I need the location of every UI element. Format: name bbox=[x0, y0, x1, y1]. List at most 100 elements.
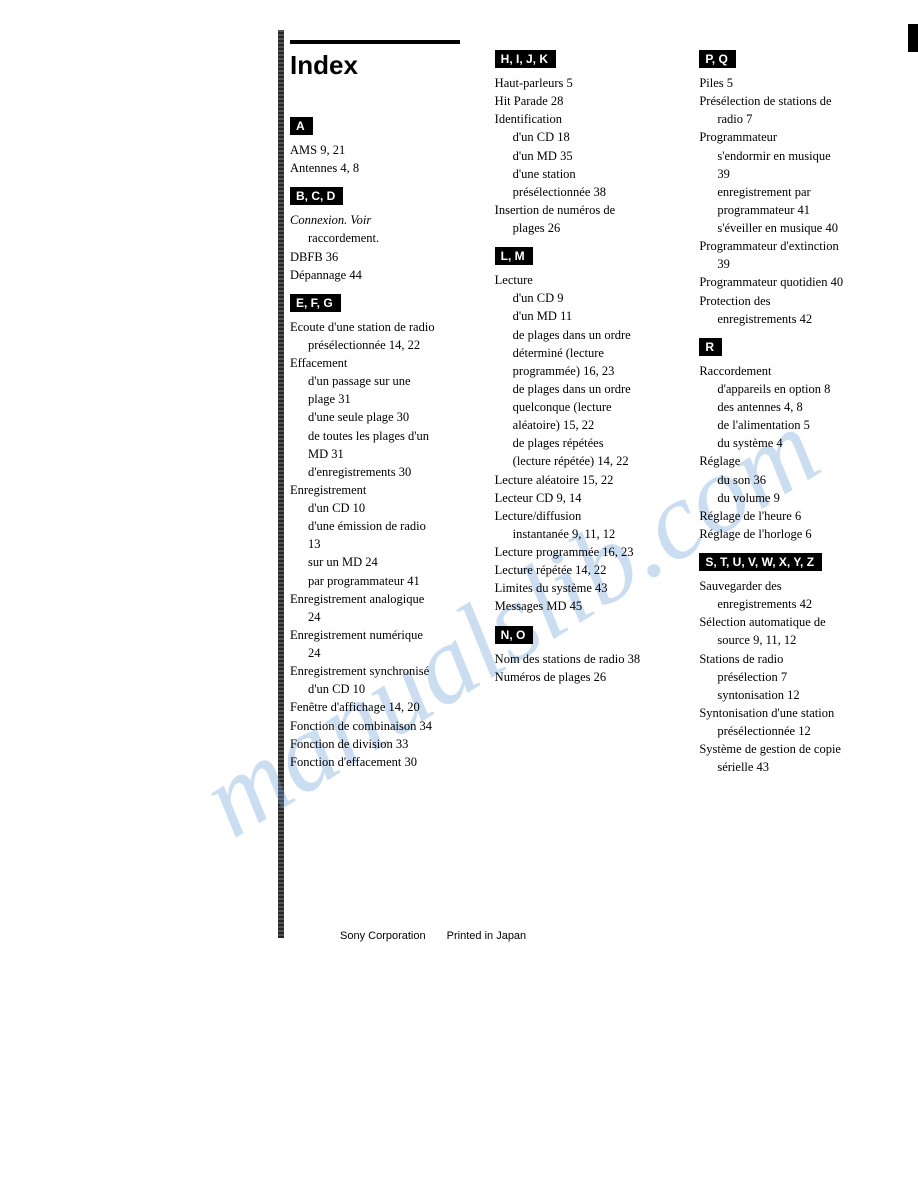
index-subentry: présélectionnée 14, 22 bbox=[290, 336, 473, 354]
section-HIJK: H, I, J, K Haut-parleurs 5 Hit Parade 28… bbox=[495, 40, 678, 237]
index-entry: Stations de radio bbox=[699, 650, 882, 668]
index-subentry: d'une émission de radio bbox=[290, 517, 473, 535]
index-subentry: 39 bbox=[699, 165, 882, 183]
index-subentry: du volume 9 bbox=[699, 489, 882, 507]
index-columns: Index A AMS 9, 21 Antennes 4, 8 B, C, D … bbox=[290, 40, 882, 776]
entries-NO: Nom des stations de radio 38 Numéros de … bbox=[495, 650, 678, 686]
index-entry: Antennes 4, 8 bbox=[290, 159, 473, 177]
index-subentry: MD 31 bbox=[290, 445, 473, 463]
index-entry: Identification bbox=[495, 110, 678, 128]
index-entry: Numéros de plages 26 bbox=[495, 668, 678, 686]
index-entry: Programmateur quotidien 40 bbox=[699, 273, 882, 291]
index-entry: Lecture bbox=[495, 271, 678, 289]
index-subentry: déterminé (lecture bbox=[495, 344, 678, 362]
index-subentry: s'endormir en musique bbox=[699, 147, 882, 165]
index-subentry: d'un CD 10 bbox=[290, 499, 473, 517]
index-subentry: s'éveiller en musique 40 bbox=[699, 219, 882, 237]
index-subentry: d'un MD 35 bbox=[495, 147, 678, 165]
section-badge-R: R bbox=[699, 338, 722, 356]
index-entry: Sauvegarder des bbox=[699, 577, 882, 595]
footer: Sony Corporation Printed in Japan bbox=[340, 930, 526, 942]
entries-R: Raccordement d'appareils en option 8 des… bbox=[699, 362, 882, 543]
entries-HIJK: Haut-parleurs 5 Hit Parade 28 Identifica… bbox=[495, 74, 678, 237]
column-3: P, Q Piles 5 Présélection de stations de… bbox=[699, 40, 882, 776]
section-STUVWXYZ: S, T, U, V, W, X, Y, Z Sauvegarder des e… bbox=[699, 543, 882, 776]
index-entry: Programmateur d'extinction bbox=[699, 237, 882, 255]
index-entry: Dépannage 44 bbox=[290, 266, 473, 284]
index-subentry: aléatoire) 15, 22 bbox=[495, 416, 678, 434]
page-title: Index bbox=[290, 50, 473, 81]
index-entry: Présélection de stations de bbox=[699, 92, 882, 110]
title-rule bbox=[290, 40, 460, 44]
index-subentry: présélection 7 bbox=[699, 668, 882, 686]
index-entry: Fenêtre d'affichage 14, 20 bbox=[290, 698, 473, 716]
index-entry: DBFB 36 bbox=[290, 248, 473, 266]
entries-A: AMS 9, 21 Antennes 4, 8 bbox=[290, 141, 473, 177]
column-1: Index A AMS 9, 21 Antennes 4, 8 B, C, D … bbox=[290, 40, 473, 771]
index-entry: Sélection automatique de bbox=[699, 613, 882, 631]
index-subentry: source 9, 11, 12 bbox=[699, 631, 882, 649]
index-subentry: d'un CD 18 bbox=[495, 128, 678, 146]
index-subentry: du son 36 bbox=[699, 471, 882, 489]
section-badge-NO: N, O bbox=[495, 626, 534, 644]
index-subentry: d'appareils en option 8 bbox=[699, 380, 882, 398]
index-entry: Fonction de combinaison 34 bbox=[290, 717, 473, 735]
section-badge-HIJK: H, I, J, K bbox=[495, 50, 556, 68]
section-badge-STUVWXYZ: S, T, U, V, W, X, Y, Z bbox=[699, 553, 822, 571]
index-subentry: de plages dans un ordre bbox=[495, 326, 678, 344]
footer-corporation: Sony Corporation bbox=[340, 930, 426, 942]
index-entry: Lecture aléatoire 15, 22 bbox=[495, 471, 678, 489]
section-badge-PQ: P, Q bbox=[699, 50, 735, 68]
index-subentry: d'une station bbox=[495, 165, 678, 183]
entries-BCD: Connexion. Voir raccordement. DBFB 36 Dé… bbox=[290, 211, 473, 284]
index-subentry: des antennes 4, 8 bbox=[699, 398, 882, 416]
index-entry: Réglage bbox=[699, 452, 882, 470]
index-entry: Limites du système 43 bbox=[495, 579, 678, 597]
index-entry: Fonction de division 33 bbox=[290, 735, 473, 753]
index-subentry: enregistrements 42 bbox=[699, 310, 882, 328]
index-entry: Programmateur bbox=[699, 128, 882, 146]
section-NO: N, O Nom des stations de radio 38 Numéro… bbox=[495, 616, 678, 686]
index-subentry: (lecture répétée) 14, 22 bbox=[495, 452, 678, 470]
section-R: R Raccordement d'appareils en option 8 d… bbox=[699, 328, 882, 543]
index-entry: Lecture/diffusion bbox=[495, 507, 678, 525]
index-entry: Messages MD 45 bbox=[495, 597, 678, 615]
index-entry: Piles 5 bbox=[699, 74, 882, 92]
entries-LM: Lecture d'un CD 9 d'un MD 11 de plages d… bbox=[495, 271, 678, 615]
index-subentry: instantanée 9, 11, 12 bbox=[495, 525, 678, 543]
index-subentry: d'un CD 10 bbox=[290, 680, 473, 698]
index-entry: Fonction d'effacement 30 bbox=[290, 753, 473, 771]
section-A: A AMS 9, 21 Antennes 4, 8 bbox=[290, 107, 473, 177]
index-subentry: 24 bbox=[290, 644, 473, 662]
section-LM: L, M Lecture d'un CD 9 d'un MD 11 de pla… bbox=[495, 237, 678, 615]
index-subentry: par programmateur 41 bbox=[290, 572, 473, 590]
index-entry: Nom des stations de radio 38 bbox=[495, 650, 678, 668]
index-entry: Ecoute d'une station de radio bbox=[290, 318, 473, 336]
entries-EFG: Ecoute d'une station de radio présélecti… bbox=[290, 318, 473, 771]
index-subentry: plage 31 bbox=[290, 390, 473, 408]
section-EFG: E, F, G Ecoute d'une station de radio pr… bbox=[290, 284, 473, 771]
index-subentry: enregistrements 42 bbox=[699, 595, 882, 613]
index-subentry: quelconque (lecture bbox=[495, 398, 678, 416]
index-subentry: 24 bbox=[290, 608, 473, 626]
index-subentry: plages 26 bbox=[495, 219, 678, 237]
index-entry: Réglage de l'horloge 6 bbox=[699, 525, 882, 543]
index-entry: Enregistrement analogique bbox=[290, 590, 473, 608]
index-subentry: de l'alimentation 5 bbox=[699, 416, 882, 434]
index-subentry: syntonisation 12 bbox=[699, 686, 882, 704]
index-subentry: de toutes les plages d'un bbox=[290, 427, 473, 445]
index-entry: Haut-parleurs 5 bbox=[495, 74, 678, 92]
section-PQ: P, Q Piles 5 Présélection de stations de… bbox=[699, 40, 882, 328]
index-entry: Protection des bbox=[699, 292, 882, 310]
index-entry: Lecture répétée 14, 22 bbox=[495, 561, 678, 579]
index-subentry: d'un passage sur une bbox=[290, 372, 473, 390]
section-badge-EFG: E, F, G bbox=[290, 294, 341, 312]
index-subentry: d'enregistrements 30 bbox=[290, 463, 473, 481]
index-subentry: sérielle 43 bbox=[699, 758, 882, 776]
index-subentry: d'une seule plage 30 bbox=[290, 408, 473, 426]
index-subentry: d'un MD 11 bbox=[495, 307, 678, 325]
index-subentry: de plages répétées bbox=[495, 434, 678, 452]
index-subentry: enregistrement par bbox=[699, 183, 882, 201]
index-subentry: sur un MD 24 bbox=[290, 553, 473, 571]
entries-PQ: Piles 5 Présélection de stations de radi… bbox=[699, 74, 882, 328]
